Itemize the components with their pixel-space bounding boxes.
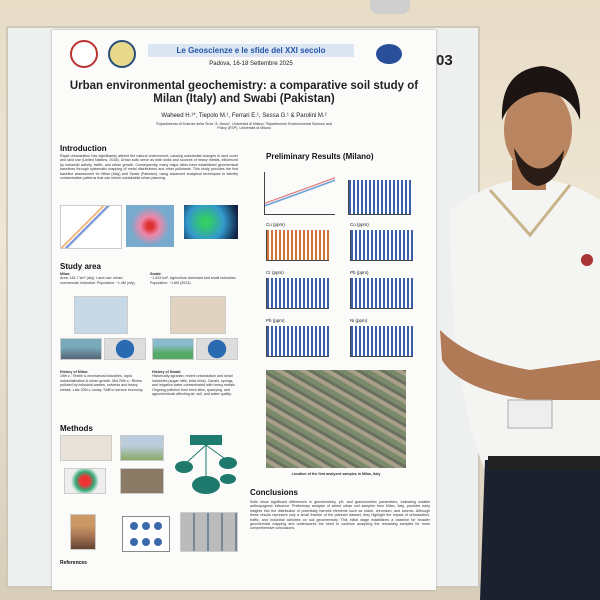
figure (60, 205, 122, 249)
chart-figure (266, 326, 329, 357)
affiliations: ¹Dipartimento di Scienze della Terra "A.… (156, 122, 332, 131)
map-caption: Location of the first analyzed samples i… (291, 472, 381, 476)
photo (60, 338, 102, 360)
label: Milan: (60, 272, 71, 276)
map (196, 338, 238, 360)
section-heading: Conclusions (250, 488, 299, 497)
section-heading: Introduction (60, 144, 107, 153)
label: History of Milan: (60, 370, 89, 374)
map (74, 296, 128, 334)
figure (126, 205, 174, 247)
logo (70, 40, 98, 68)
figure (348, 180, 411, 215)
map (104, 338, 146, 360)
text: ~1,543 km². Agriculture dominant and sma… (150, 276, 237, 285)
figure (60, 435, 112, 461)
conference-name: Le Geoscienze e le sfide del XXI secolo (148, 44, 354, 57)
chart-figure (266, 278, 329, 309)
photo (120, 435, 164, 461)
map (266, 370, 406, 468)
map (170, 296, 226, 334)
ceiling-lamp (370, 0, 410, 14)
figure (184, 205, 238, 239)
logo (108, 40, 136, 68)
place-date: Padova, 16-18 Settembre 2025 (209, 61, 293, 67)
diagram (122, 516, 170, 552)
authors: Waheed H.¹*, Tiepolo M.¹, Ferrari E.¹, S… (161, 113, 327, 119)
label: Swabi: (150, 272, 162, 276)
chart-figure (350, 278, 413, 309)
section-heading: Study area (60, 262, 101, 271)
photo (120, 468, 164, 494)
chart-label: Co (ppm) (350, 222, 369, 227)
section-heading: References (60, 560, 87, 566)
chart-figure (266, 230, 329, 261)
person (440, 66, 600, 600)
chart-label: Cu (ppm) (266, 222, 285, 227)
chart-label: Ni (ppm) (350, 318, 368, 323)
chart-label: Pb (ppm) (350, 270, 369, 275)
section-heading: Methods (60, 424, 93, 433)
photo (152, 338, 194, 360)
poster-title: Urban environmental geochemistry: a comp… (69, 80, 419, 105)
map (64, 468, 106, 494)
board-number: 03 (436, 52, 453, 69)
section-heading: Preliminary Results (Milano) (266, 152, 374, 161)
figure (70, 514, 96, 550)
chart-label: Pb (ppm) (266, 318, 285, 323)
intro-text: Rapid urbanization has significantly alt… (60, 154, 238, 181)
text: 19th c.: Textile & mechanical industries… (60, 374, 144, 392)
chart-figure (350, 326, 413, 357)
poster: Le Geoscienze e le sfide del XXI secolo … (52, 30, 436, 590)
chart-label: Cr (ppm) (266, 270, 284, 275)
conclusions-text: Soils show significant differences in ge… (250, 500, 430, 531)
figure (264, 172, 335, 215)
label: History of Swabi: (152, 370, 182, 374)
chart-figure (350, 230, 413, 261)
diagram (175, 435, 237, 494)
logo (376, 44, 402, 64)
photo (180, 512, 238, 552)
text: Historically agrarian; recent urbanizati… (152, 374, 236, 397)
text: Area: 181.7 km² (city). Land use: urban,… (60, 276, 136, 285)
